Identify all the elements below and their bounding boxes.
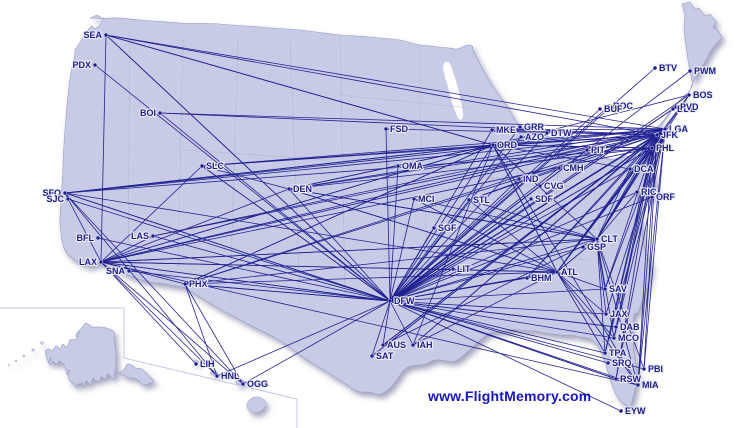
svg-text:ORF: ORF xyxy=(656,192,676,202)
svg-text:DFW: DFW xyxy=(394,296,415,306)
svg-text:AZO: AZO xyxy=(525,132,544,142)
svg-text:SRQ: SRQ xyxy=(612,358,632,368)
svg-text:GRR: GRR xyxy=(524,122,545,132)
svg-text:DAB: DAB xyxy=(620,322,640,332)
svg-text:MIA: MIA xyxy=(642,380,659,390)
svg-text:SGF: SGF xyxy=(438,223,457,233)
svg-text:BOI: BOI xyxy=(140,108,156,118)
svg-text:SJC: SJC xyxy=(46,194,64,204)
svg-text:SNA: SNA xyxy=(106,266,126,276)
svg-text:FSD: FSD xyxy=(390,124,409,134)
svg-text:PVD: PVD xyxy=(680,102,699,112)
svg-text:PHX: PHX xyxy=(189,279,208,289)
svg-text:MCI: MCI xyxy=(418,194,435,204)
svg-text:JAX: JAX xyxy=(610,309,628,319)
svg-text:BFL: BFL xyxy=(77,233,95,243)
svg-text:MCO: MCO xyxy=(618,333,639,343)
svg-text:RIC: RIC xyxy=(641,187,657,197)
svg-text:BHM: BHM xyxy=(531,273,552,283)
svg-text:ATL: ATL xyxy=(561,267,578,277)
svg-text:BTV: BTV xyxy=(659,63,677,73)
svg-text:STL: STL xyxy=(473,195,491,205)
svg-text:PBI: PBI xyxy=(648,364,663,374)
svg-text:BOS: BOS xyxy=(693,90,713,100)
svg-text:TPA: TPA xyxy=(609,348,627,358)
svg-text:PWM: PWM xyxy=(694,66,716,76)
svg-text:PDX: PDX xyxy=(72,60,91,70)
svg-text:AUS: AUS xyxy=(387,340,406,350)
svg-text:PIT: PIT xyxy=(591,145,606,155)
svg-text:DCA: DCA xyxy=(634,164,654,174)
svg-text:DEN: DEN xyxy=(293,184,312,194)
svg-text:SAV: SAV xyxy=(609,284,627,294)
svg-text:SDF: SDF xyxy=(535,194,554,204)
svg-text:MKE: MKE xyxy=(496,125,516,135)
svg-text:LAX: LAX xyxy=(79,257,97,267)
svg-text:OGG: OGG xyxy=(247,379,268,389)
svg-text:SAT: SAT xyxy=(376,351,394,361)
svg-text:SEA: SEA xyxy=(83,30,102,40)
svg-text:BUF: BUF xyxy=(604,104,623,114)
svg-text:HNL: HNL xyxy=(221,371,240,381)
svg-text:IAH: IAH xyxy=(417,340,433,350)
svg-text:CVG: CVG xyxy=(544,181,564,191)
svg-text:www.FlightMemory.com: www.FlightMemory.com xyxy=(427,388,591,404)
svg-text:ORD: ORD xyxy=(497,140,518,150)
svg-text:CMH: CMH xyxy=(563,163,584,173)
svg-text:SLC: SLC xyxy=(206,161,225,171)
svg-text:LIH: LIH xyxy=(200,359,215,369)
svg-text:JFK: JFK xyxy=(661,130,679,140)
svg-text:GSP: GSP xyxy=(587,242,606,252)
svg-text:IND: IND xyxy=(523,174,539,184)
svg-text:EYW: EYW xyxy=(625,406,646,416)
svg-text:DTW: DTW xyxy=(551,128,572,138)
svg-text:RSW: RSW xyxy=(620,374,642,384)
svg-text:LIT: LIT xyxy=(457,264,471,274)
svg-text:LAS: LAS xyxy=(131,231,149,241)
svg-text:OMA: OMA xyxy=(402,161,423,171)
svg-text:PHL: PHL xyxy=(656,143,675,153)
